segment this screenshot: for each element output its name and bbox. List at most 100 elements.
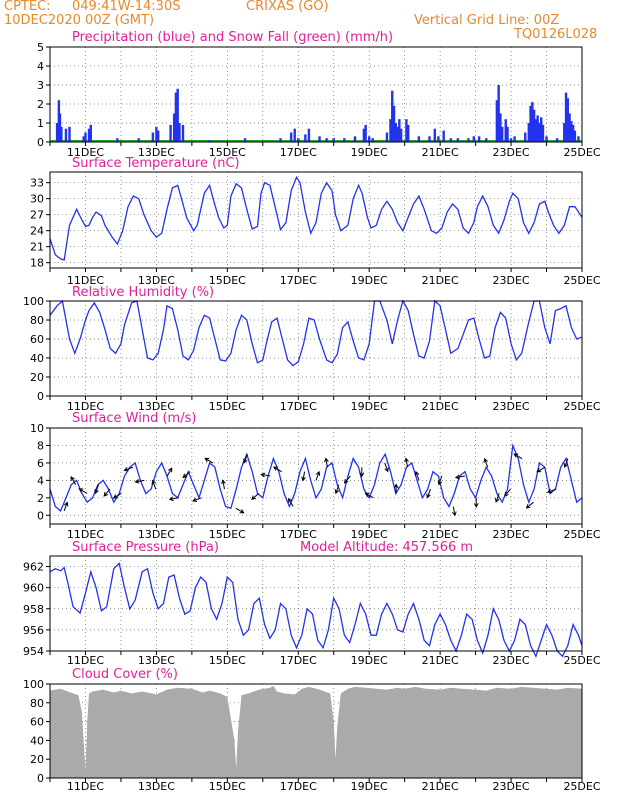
precip-bar-56 [472,136,476,142]
precip-bar-66 [513,136,516,142]
precip-ytick-label-0: 0 [37,136,44,149]
wind-arrow-42 [536,466,546,473]
wind-arrow-head-3 [94,489,99,495]
temp-xtick-label-5: 21DEC [422,274,459,287]
temp-ytick-label-1: 21 [30,241,44,254]
precip-bar-29 [318,136,321,142]
precip-bar-3 [60,126,63,142]
precip-bar-78 [555,138,559,142]
precip-bar-63 [504,119,507,142]
cloud-xtick-label-2: 15DEC [209,780,246,793]
precip-bar-76 [541,124,545,142]
wind-ytick-label-0: 0 [37,509,44,522]
precip-bar-82 [568,113,571,142]
wind-arrow-head-2 [78,488,84,493]
temp-ytick-label-4: 30 [30,193,44,206]
cloud-xtick-label-4: 19DEC [351,780,388,793]
precip-bar-74 [538,123,541,142]
wind-xtick-label-0: 11DEC [67,528,104,541]
precip-bar-0 [55,123,59,142]
wind-ytick-label-1: 2 [37,492,44,505]
precip-bar-43 [396,126,399,142]
wind-arrow-12 [192,497,202,502]
precip-bar-44 [398,119,401,142]
precip-bar-37 [371,138,374,142]
rh-ytick-label-2: 40 [30,352,44,365]
precip-bar-48 [417,136,421,142]
precip-bar-24 [289,132,293,142]
wind-arrow-head-11 [182,473,188,479]
precip-bar-58 [485,138,488,142]
wind-arrow-9 [166,467,173,477]
wind-arrow-27 [365,492,374,499]
precip-ytick-label-5: 5 [37,41,44,54]
wind-arrow-head-9 [168,467,173,473]
temp-xtick-label-4: 19DEC [351,274,388,287]
wind-arrow-head-28 [384,467,389,473]
rh-ytick-label-1: 20 [30,371,44,384]
precip-bar-65 [509,138,513,142]
wind-ytick-label-3: 6 [37,457,44,470]
precip-bar-31 [332,138,335,142]
wind-arrow-head-16 [243,458,248,464]
precip-bar-6 [82,136,85,142]
wind-xtick-label-7: 25DEC [563,528,600,541]
wind-arrow-1 [70,476,77,485]
precip-bar-62 [501,126,504,142]
wind-arrow-33 [438,475,443,485]
precip-bar-7 [84,132,87,142]
wind-arrow-head-19 [272,466,278,471]
precip-bar-84 [571,124,575,142]
precip-xtick-label-0: 11DEC [67,146,104,159]
wind-arrow-20 [288,498,294,507]
grid-note-label: Vertical Grid Line: 00Z [414,13,560,28]
wind-arrow-head-1 [70,476,75,481]
pres-xtick-label-7: 25DEC [563,654,600,667]
precip-bar-22 [243,138,247,142]
wind-arrow-head-17 [251,495,256,500]
precip-bar-13 [155,126,158,142]
wind-arrow-head-24 [334,489,340,495]
wind-arrow-13 [204,457,214,464]
rh-xtick-label-6: 23DEC [493,400,530,413]
wind-arrow-4 [103,488,111,497]
temp-series-line [49,175,583,261]
precip-bar-51 [437,136,440,142]
precip-bar-75 [540,117,543,142]
wind-xtick-label-3: 17DEC [280,528,317,541]
wind-arrow-44 [564,458,569,468]
precip-bar-5 [68,126,71,142]
pres-xtick-label-4: 19DEC [351,654,388,667]
wind-arrow-2 [79,488,88,494]
pres-xtick-label-0: 11DEC [67,654,104,667]
rh-xtick-label-0: 11DEC [67,400,104,413]
precip-xtick-label-1: 13DEC [138,146,175,159]
precip-bar-2 [58,113,62,142]
precip-bar-39 [389,119,392,142]
precip-bar-12 [151,132,155,142]
wind-series-line [49,442,583,512]
source-label: CPTEC: [4,0,51,14]
wind-arrow-head-33 [437,480,443,486]
wind-arrow-37 [484,458,489,468]
rh-xtick-label-2: 15DEC [209,400,246,413]
precip-ytick-label-3: 3 [37,79,44,92]
wind-arrow-40 [513,453,523,459]
wind-arrow-head-7 [134,479,140,484]
precip-xtick-label-3: 17DEC [280,146,317,159]
precip-ytick-label-4: 4 [37,60,44,73]
precip-bar-14 [156,130,160,142]
precip-bar-81 [566,98,570,142]
wind-arrow-head-8 [151,479,157,485]
precip-xtick-label-7: 25DEC [563,146,600,159]
precip-bar-83 [570,121,573,142]
wind-arrow-head-25 [343,478,349,484]
cloud-xtick-label-0: 11DEC [67,780,104,793]
wind-xtick-label-2: 15DEC [209,528,246,541]
temp-xtick-label-2: 15DEC [209,274,246,287]
precip-bar-15 [169,124,172,142]
pres-ytick-label-2: 958 [23,603,44,616]
temp-xtick-label-6: 23DEC [493,274,530,287]
precip-xtick-label-4: 19DEC [351,146,388,159]
